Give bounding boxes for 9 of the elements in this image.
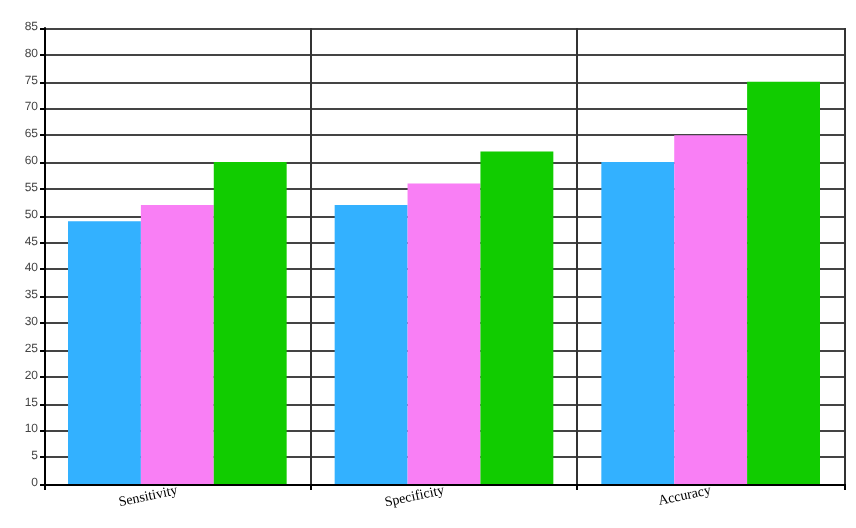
bar — [747, 81, 820, 484]
bar — [140, 205, 214, 484]
bar — [213, 162, 287, 484]
bar — [407, 183, 481, 484]
bar — [68, 221, 141, 484]
bar — [601, 162, 675, 484]
bar — [480, 151, 554, 484]
bar — [674, 135, 748, 484]
bar — [334, 205, 408, 484]
